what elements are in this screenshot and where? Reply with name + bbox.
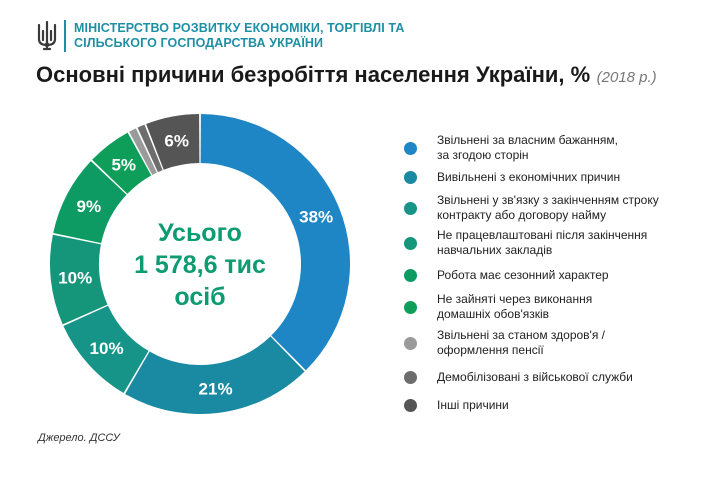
slice-value-label-5: 9% <box>77 197 102 216</box>
legend-marker-icon <box>404 141 417 155</box>
legend-label: Звільнені у зв'язку з закінченням строку… <box>437 193 659 223</box>
legend-item-3: Звільнені у зв'язку з закінченням строку… <box>404 193 659 223</box>
legend-label-line-1: Звільнені у зв'язку з закінченням строку <box>437 193 659 207</box>
slice-value-label-4: 10% <box>58 269 92 288</box>
donut-slice-4 <box>50 234 108 325</box>
center-total-line-3: осіб <box>174 283 225 311</box>
legend-item-7: Звільнені за станом здоров'я / оформлення… <box>404 328 605 358</box>
donut-slice-2 <box>125 336 305 414</box>
legend-item-4: Не працевлаштовані після закінчення навча… <box>404 228 647 258</box>
legend-label: Вивільнені з економічних причин <box>437 170 620 185</box>
chart-subtitle: (2018 р.) <box>596 69 657 86</box>
legend-item-5: Робота має сезонний характер <box>404 268 609 283</box>
legend-label-line-2: домашніх обов'язків <box>437 307 550 321</box>
slice-value-label-6: 5% <box>111 155 136 174</box>
legend-item-8: Демобілізовані з військової служби <box>404 370 633 385</box>
donut-slice-6 <box>92 132 152 194</box>
ministry-name-line-1: МІНІСТЕРСТВО РОЗВИТКУ ЕКОНОМІКИ, ТОРГІВЛ… <box>74 21 405 35</box>
slice-value-label-3: 10% <box>90 339 124 358</box>
legend-label: Робота має сезонний характер <box>437 268 609 283</box>
donut-slice-9 <box>146 114 200 170</box>
source-note: Джерело. ДССУ <box>38 432 120 444</box>
legend-label-line-2: навчальних закладів <box>437 243 553 257</box>
legend-item-9: Інші причини <box>404 398 509 413</box>
ministry-name-line-2: СІЛЬСЬКОГО ГОСПОДАРСТВА УКРАЇНИ <box>74 36 324 50</box>
legend-label: Не зайняті через виконання домашніх обов'… <box>437 292 592 322</box>
slice-value-label-2: 21% <box>199 380 233 399</box>
legend-label-line-1: Вивільнені з економічних причин <box>437 169 621 184</box>
legend-marker-icon <box>404 268 417 282</box>
center-total-line-1: Усього <box>158 219 242 247</box>
legend-label: Звільнені за власним бажанням, за згодою … <box>437 133 618 163</box>
legend-label-line-2: контракту або договору найму <box>437 208 607 222</box>
donut-slice-8 <box>137 124 163 173</box>
legend-item-6: Не зайняті через виконання домашніх обов'… <box>404 292 592 322</box>
ministry-name: МІНІСТЕРСТВО РОЗВИТКУ ЕКОНОМІКИ, ТОРГІВЛ… <box>74 21 404 51</box>
legend-label: Демобілізовані з військової служби <box>437 370 633 385</box>
trident-icon <box>37 21 57 51</box>
legend-marker-icon <box>404 398 417 412</box>
header-divider <box>64 20 66 52</box>
donut-chart: 38% 21% 10% 10% 9% 5% 6% Усього 1 578,6 тис осіб <box>50 114 350 414</box>
legend-label-line-1: Не працевлаштовані після закінчення <box>437 228 648 242</box>
legend-label-line-1: Робота має сезонний характер <box>437 267 609 282</box>
legend-marker-icon <box>404 370 417 384</box>
legend-item-1: Звільнені за власним бажанням, за згодою … <box>404 133 618 163</box>
slice-value-label-9: 6% <box>164 132 189 151</box>
legend-item-2: Вивільнені з економічних причин <box>404 170 620 185</box>
donut-slice-7 <box>129 128 157 175</box>
center-total-line-2: 1 578,6 тис <box>134 251 266 279</box>
legend-label: Звільнені за станом здоров'я / оформлення… <box>437 328 605 358</box>
legend-label: Не працевлаштовані після закінчення навча… <box>437 228 647 258</box>
ministry-header: МІНІСТЕРСТВО РОЗВИТКУ ЕКОНОМІКИ, ТОРГІВЛ… <box>36 16 404 56</box>
legend-label-line-1: Звільнені за власним бажанням, <box>437 133 618 147</box>
legend-label-line-1: Інші причини <box>437 397 509 412</box>
chart-title: Основні причини безробіття населення Укр… <box>36 62 591 87</box>
slice-value-label-1: 38% <box>299 207 333 226</box>
legend-marker-icon <box>404 300 417 314</box>
legend-label-line-1: Демобілізовані з військової служби <box>437 369 633 384</box>
donut-slice-5 <box>53 161 127 244</box>
chart-title-row: Основні причини безробіття населення Укр… <box>36 62 657 88</box>
legend-label-line-2: за згодою сторін <box>437 148 529 162</box>
donut-slice-3 <box>63 305 149 394</box>
donut-slice-1 <box>200 114 350 371</box>
legend-marker-icon <box>404 236 417 250</box>
legend-marker-icon <box>404 170 417 184</box>
legend-label-line-2: оформлення пенсії <box>437 343 544 357</box>
legend-label-line-1: Не зайняті через виконання <box>437 292 593 306</box>
legend-marker-icon <box>404 201 417 215</box>
legend-label: Інші причини <box>437 398 509 413</box>
legend-marker-icon <box>404 336 417 350</box>
legend-label-line-1: Звільнені за станом здоров'я / <box>437 328 605 342</box>
